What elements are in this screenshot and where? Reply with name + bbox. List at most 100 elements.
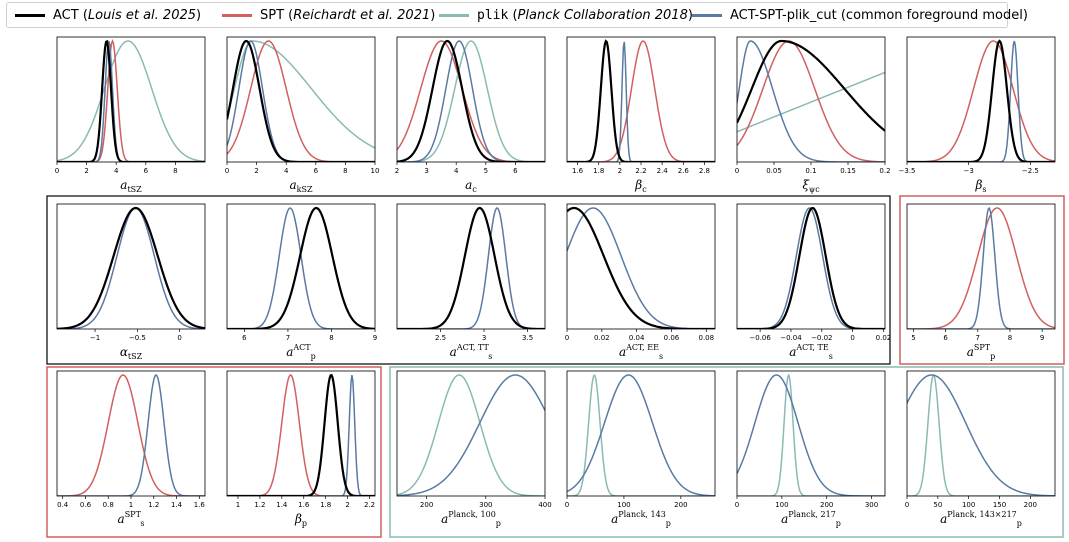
curve-combined [737, 40, 885, 162]
x-tick-label: 2.2 [635, 167, 646, 175]
x-tick-label: −2.5 [1022, 167, 1039, 175]
legend-swatch-spt [222, 13, 252, 17]
panel-8: 6 7 8 9 aACTp [226, 203, 377, 361]
x-tick-label: 7 [976, 334, 980, 342]
x-tick-label: 2.4 [657, 167, 669, 175]
x-tick-label: 1.6 [572, 167, 584, 175]
x-tick-label: 0.05 [766, 167, 782, 175]
x-tick-label: −0.5 [129, 334, 146, 342]
curve-SPT [57, 38, 205, 162]
curve-ACT [737, 206, 885, 329]
x-tick-label: 2.8 [699, 167, 710, 175]
x-tick-label: 5 [484, 167, 488, 175]
curve-combined [907, 207, 1055, 329]
panel-5: 0 0.05 0.1 0.15 0.2 ξψc [735, 36, 891, 194]
x-tick-label: 0.4 [57, 501, 69, 509]
curve-combined [567, 374, 715, 496]
x-tick-label: 8 [1008, 334, 1012, 342]
x-axis-label: aPlanck, 143p [611, 510, 671, 528]
x-axis-label: aACT, TEs [789, 343, 833, 361]
x-tick-label: 2.2 [364, 501, 375, 509]
x-tick-label: 2 [345, 501, 349, 509]
panel-3: 2 3 4 5 6 ac [395, 36, 546, 194]
panel-17: 0 100 200 300 aPlanck, 217p [735, 370, 886, 528]
panel-frame [736, 203, 886, 330]
panel-7: −1 −0.5 0 αtSZ [56, 203, 206, 361]
x-tick-label: −3.5 [899, 167, 916, 175]
x-tick-label: 300 [479, 501, 492, 509]
x-tick-label: 8 [173, 167, 177, 175]
x-axis-label: aACT, EEs [619, 343, 663, 361]
x-tick-label: 3.5 [522, 334, 533, 342]
curve-combined [907, 374, 1055, 496]
panel-13: 0.4 0.6 0.8 1 1.2 1.4 1.6 aSPTs [56, 370, 205, 528]
panel-11: −0.06 −0.04 −0.02 0 0.02 aACT, TEs [736, 203, 892, 361]
x-tick-label: 2.5 [435, 334, 446, 342]
curve-combined [57, 374, 205, 496]
curve-ACT [907, 39, 1055, 162]
x-axis-label: aPlanck, 217p [781, 510, 841, 528]
curve-SPT [907, 40, 1055, 162]
panel-frame [56, 36, 206, 163]
panel-2: 0 2 4 6 8 10 akSZ [225, 36, 380, 194]
legend-swatch-plik [439, 13, 469, 17]
curve-combined [227, 207, 375, 329]
legend-swatch-act [15, 13, 45, 17]
x-tick-label: −3 [964, 167, 974, 175]
curve-combined [737, 207, 885, 329]
x-axis-label: βc [634, 178, 647, 194]
x-tick-label: 0.02 [876, 334, 892, 342]
panel-12: 5 6 7 8 9 aSPTp [906, 203, 1056, 361]
x-tick-label: 1.8 [320, 501, 331, 509]
panel-9: 2.5 3 3.5 aACT, TTs [396, 203, 546, 361]
panel-frame [396, 36, 546, 163]
curve-combined [57, 207, 205, 329]
x-tick-label: −0.02 [811, 334, 832, 342]
panel-frame [56, 203, 206, 330]
x-tick-label: 1 [129, 501, 133, 509]
x-tick-label: 2 [395, 167, 399, 175]
legend-item-plik: plik (Planck Collaboration 2018) [439, 3, 693, 27]
curve-ACT [397, 39, 545, 162]
x-tick-label: 0.06 [664, 334, 680, 342]
curve-plik [737, 71, 885, 133]
x-tick-label: 200 [1024, 501, 1037, 509]
x-axis-label: αtSZ [120, 345, 143, 361]
x-tick-label: 1.4 [171, 501, 183, 509]
group-frame-plik [389, 366, 1064, 538]
x-tick-label: 8 [329, 334, 333, 342]
x-tick-label: 4 [454, 167, 459, 175]
panel-frame [396, 203, 546, 330]
x-tick-label: 10 [371, 167, 380, 175]
curve-ACT [567, 39, 715, 162]
legend-item-act: ACT (Louis et al. 2025) [15, 3, 201, 27]
x-tick-label: 1.2 [148, 501, 159, 509]
x-tick-label: 0.04 [629, 334, 645, 342]
panel-frame [566, 36, 716, 163]
legend-ref-spt: Reichardt et al. 2021 [293, 7, 431, 23]
x-tick-label: 1.2 [254, 501, 265, 509]
x-tick-label: 9 [1040, 334, 1044, 342]
x-tick-label: 6 [943, 334, 948, 342]
x-tick-label: 3 [424, 167, 428, 175]
x-axis-label: ξψc [802, 178, 820, 194]
x-tick-label: 5 [911, 334, 915, 342]
curve-combined [397, 40, 545, 162]
panel-frame [566, 370, 716, 497]
x-tick-label: 50 [933, 501, 942, 509]
curve-plik [567, 374, 715, 496]
legend: ACT (Louis et al. 2025) SPT (Reichardt e… [6, 2, 1028, 28]
legend-swatch-combined [692, 13, 722, 17]
group-frame-spt [46, 366, 382, 538]
curve-combined [227, 374, 375, 496]
x-tick-label: 2.6 [678, 167, 690, 175]
legend-ref-act: Louis et al. 2025 [87, 7, 197, 23]
curve-plik [57, 40, 205, 162]
panel-15: 200 300 400 aPlanck, 100p [396, 370, 552, 528]
curve-combined [567, 207, 715, 329]
curve-ACT [737, 39, 885, 132]
panel-frame [566, 203, 716, 330]
x-tick-label: 1 [236, 501, 240, 509]
